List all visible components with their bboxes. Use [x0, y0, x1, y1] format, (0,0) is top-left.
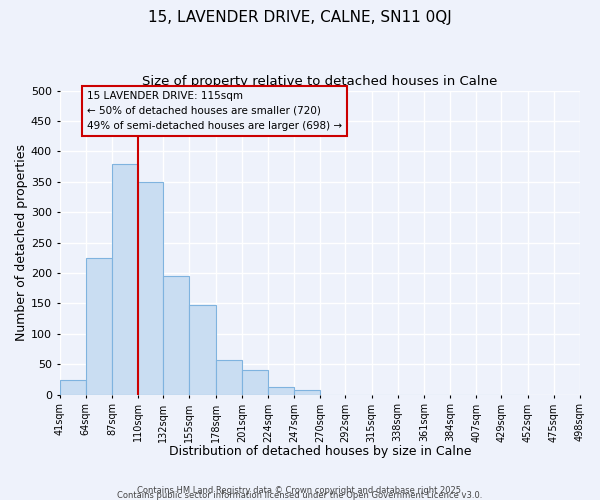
Bar [138, 182, 163, 394]
Text: Contains public sector information licensed under the Open Government Licence v3: Contains public sector information licen… [118, 490, 482, 500]
Bar [163, 276, 190, 394]
Bar [268, 388, 294, 394]
X-axis label: Distribution of detached houses by size in Calne: Distribution of detached houses by size … [169, 444, 471, 458]
Title: Size of property relative to detached houses in Calne: Size of property relative to detached ho… [142, 75, 497, 88]
Bar [294, 390, 320, 394]
Y-axis label: Number of detached properties: Number of detached properties [15, 144, 28, 341]
Bar [190, 306, 215, 394]
Text: 15 LAVENDER DRIVE: 115sqm
← 50% of detached houses are smaller (720)
49% of semi: 15 LAVENDER DRIVE: 115sqm ← 50% of detac… [87, 91, 342, 131]
Bar [86, 258, 112, 394]
Bar [112, 164, 138, 394]
Bar [242, 370, 268, 394]
Text: 15, LAVENDER DRIVE, CALNE, SN11 0QJ: 15, LAVENDER DRIVE, CALNE, SN11 0QJ [148, 10, 452, 25]
Text: Contains HM Land Registry data © Crown copyright and database right 2025.: Contains HM Land Registry data © Crown c… [137, 486, 463, 495]
Bar [59, 380, 86, 394]
Bar [215, 360, 242, 394]
